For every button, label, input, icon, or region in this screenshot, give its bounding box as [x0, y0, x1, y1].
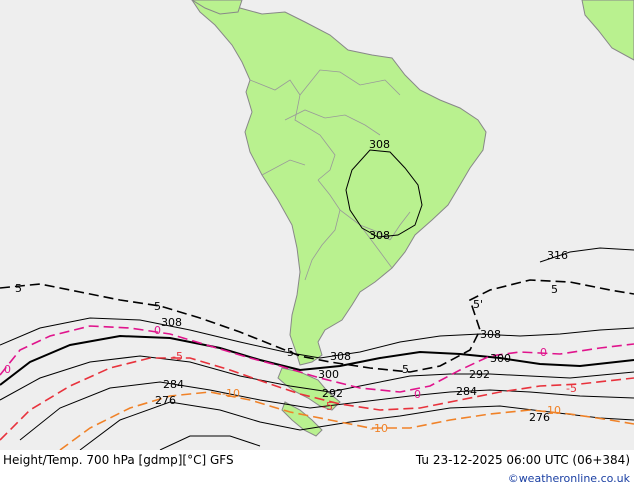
contour-300 — [0, 334, 634, 386]
isotherm-0 — [0, 325, 634, 393]
label-tm5-left: -5 — [172, 350, 183, 363]
south-islands — [281, 401, 323, 437]
footer-title-row: Height/Temp. 700 hPa [gdmp][°C] GFS Tu 2… — [0, 453, 634, 469]
label-h292-mid: 292 — [322, 387, 343, 400]
south-america-land — [191, 0, 487, 366]
label-t5-center: 5 — [287, 346, 294, 359]
label-h276-right: 276 — [529, 411, 550, 424]
temperature-contours — [0, 279, 634, 450]
label-t5-left: 5 — [15, 282, 22, 295]
height-contours — [0, 149, 634, 450]
label-h308-brazil-top: 308 — [369, 138, 390, 151]
contour-292 — [0, 355, 634, 401]
label-t0-mid: 0 — [154, 324, 161, 337]
label-h300-mid: 300 — [318, 368, 339, 381]
credit-link[interactable]: ©weatheronline.co.uk — [507, 472, 630, 485]
contour-284 — [19, 381, 634, 441]
label-t5-mid: 5 — [402, 363, 409, 376]
africa-land — [581, 0, 634, 61]
label-t5-leftmid: 5 — [154, 300, 161, 313]
isotherm-minus10 — [59, 391, 634, 450]
contour-276 — [79, 401, 634, 450]
label-t5-right: 5' — [473, 298, 483, 311]
contour-308 — [0, 317, 634, 359]
label-t5-east: 5 — [551, 283, 558, 296]
label-h284-right: 284 — [456, 385, 477, 398]
contour-308-brazil — [345, 149, 423, 238]
label-tm5-right: -5 — [566, 382, 577, 395]
label-h292-right: 292 — [469, 368, 490, 381]
label-h316: 316 — [547, 249, 568, 262]
contour-276b — [159, 435, 261, 450]
label-h308-mid: 308 — [330, 350, 351, 363]
label-tm5-mid: -5 — [322, 400, 333, 413]
label-t0-right: 0 — [414, 388, 421, 401]
label-tm10-right: -10 — [543, 404, 561, 417]
weather-map: 308 308 316 308 308 308 300 300 292 292 … — [0, 0, 634, 450]
label-h300-right: 300 — [490, 352, 511, 365]
isotherm-minus5 — [0, 357, 634, 441]
label-tm10-left: -10 — [222, 387, 240, 400]
contour-316 — [539, 247, 634, 263]
map-valid-time: Tu 23-12-2025 06:00 UTC (06+384) — [415, 453, 630, 467]
label-h308-brazil-bottom: 308 — [369, 229, 390, 242]
label-t0-east: 0 — [540, 346, 547, 359]
label-tm10-mid: -10 — [370, 422, 388, 435]
label-h308-left: 308 — [161, 316, 182, 329]
map-title: Height/Temp. 700 hPa [gdmp][°C] GFS — [3, 453, 234, 467]
label-h308-right: 308 — [480, 328, 501, 341]
label-t0-left: 0 — [4, 363, 11, 376]
isotherm-5 — [0, 279, 634, 373]
label-h284-left: 284 — [163, 378, 184, 391]
label-h276-left: 276 — [155, 394, 176, 407]
central-america-land — [191, 0, 243, 15]
footer-credit-row: ©weatheronline.co.uk — [0, 472, 634, 488]
